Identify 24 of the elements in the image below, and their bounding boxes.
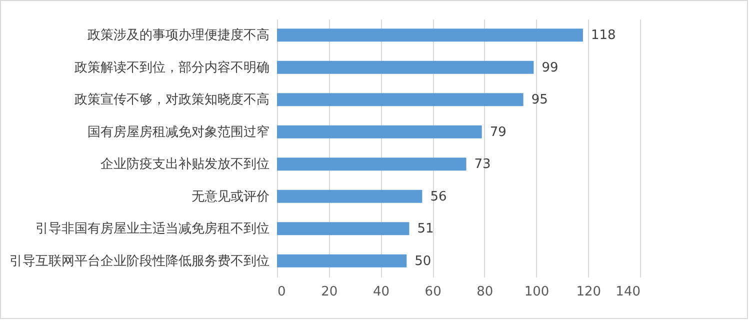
y-tick-label: 国有房屋房租减免对象范围过窄 (88, 124, 270, 140)
y-tick-label: 政策解读不到位，部分内容不明确 (74, 59, 270, 76)
data-label: 73 (474, 157, 491, 172)
x-tick-label: 40 (372, 284, 390, 300)
data-label: 50 (414, 254, 432, 269)
x-tick-label: 20 (321, 284, 338, 300)
data-label: 79 (490, 124, 506, 140)
x-tick-label: 0 (278, 284, 286, 300)
y-tick-label: 引导非国有房屋业主适当减免房租不到位 (36, 220, 270, 237)
x-tick-label: 120 (576, 284, 602, 300)
y-tick-label: 政策涉及的事项办理便捷度不高 (88, 27, 270, 44)
x-tick-label: 80 (476, 284, 494, 300)
data-label: 118 (590, 28, 616, 44)
x-tick-label: 60 (424, 284, 442, 300)
y-tick-label: 引导互联网平台企业阶段性降低服务费不到位 (10, 254, 270, 269)
data-label: 99 (542, 60, 558, 76)
x-tick-label: 100 (524, 284, 550, 300)
y-tick-label: 无意见或评价 (192, 189, 270, 204)
data-label: 51 (417, 222, 434, 237)
data-label: 95 (531, 92, 548, 108)
x-tick-label: 140 (616, 284, 640, 300)
y-tick-label: 企业防疫支出补贴发放不到位 (100, 157, 270, 172)
data-label: 56 (430, 189, 447, 204)
y-tick-label: 政策宣传不够，对政策知晓度不高 (74, 92, 270, 108)
